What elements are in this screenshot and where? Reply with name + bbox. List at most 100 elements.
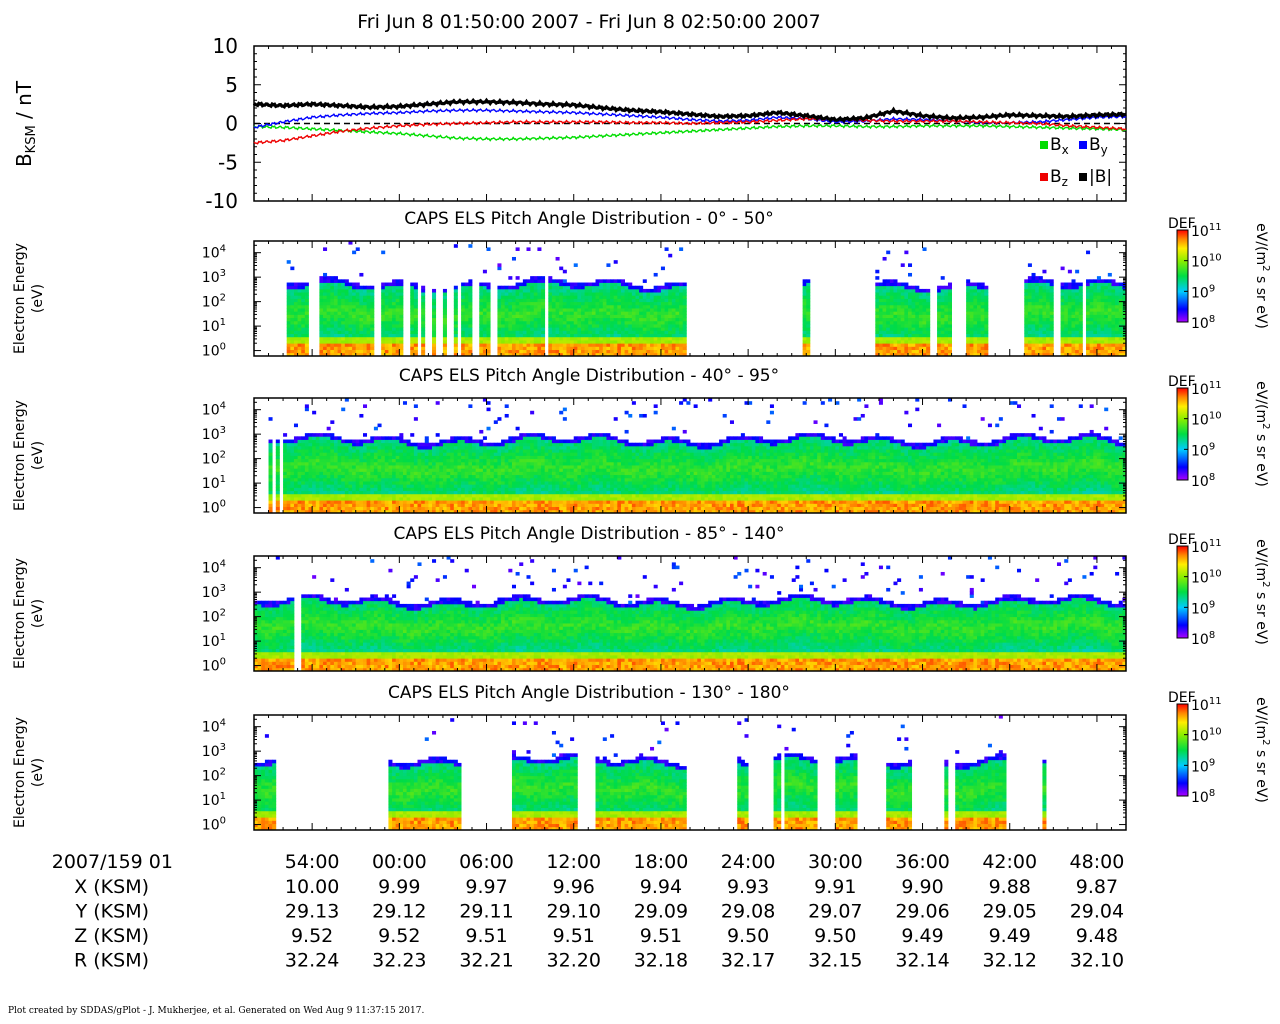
spectrogram-cell <box>453 500 458 504</box>
spectrogram-cell <box>620 311 625 315</box>
spectrogram-cell <box>301 295 306 299</box>
spectrogram-cell <box>581 314 586 319</box>
spectrogram-cell <box>501 317 506 322</box>
spectrogram-cell <box>977 320 982 325</box>
spectrogram-cell <box>326 471 331 476</box>
spectrogram-cell <box>802 311 807 315</box>
spectrogram-cell <box>286 452 291 456</box>
spectrogram-cell <box>904 295 909 299</box>
spectrogram-cell <box>348 455 353 460</box>
spectrogram-cell <box>442 474 447 479</box>
spectrogram-cell <box>293 423 298 428</box>
spectrogram-cell <box>664 320 669 325</box>
spectrogram-cell <box>889 285 894 290</box>
spectrogram-cell <box>1122 317 1127 322</box>
spectrogram-cell <box>366 311 371 315</box>
spectrogram-cell <box>286 465 291 469</box>
spectrogram-cell <box>286 298 291 303</box>
spectrogram-cell <box>980 330 985 335</box>
spectrogram-cell <box>348 343 353 347</box>
spectrogram-cell <box>388 449 393 453</box>
spectrogram-cell <box>377 468 382 472</box>
spectrogram-cell <box>432 324 437 328</box>
spectrogram-cell <box>428 477 433 482</box>
spectrogram-cell <box>326 487 331 492</box>
spectrogram-cell <box>624 314 629 319</box>
spectrogram-cell <box>559 314 564 319</box>
spectrogram-cell <box>446 506 451 511</box>
spectrogram-cell <box>650 308 655 312</box>
spectrogram-cell <box>468 279 473 283</box>
spectrogram-cell <box>591 340 596 344</box>
spectrogram-cell <box>886 352 891 357</box>
spectrogram-cell <box>290 490 295 495</box>
spectrogram-cell <box>522 320 527 325</box>
spectrogram-cell <box>333 509 338 514</box>
spectrogram-cell <box>304 436 309 440</box>
spectrogram-cell <box>453 487 458 492</box>
spectrogram-cell <box>1042 298 1047 303</box>
spectrogram-cell <box>370 439 375 444</box>
spectrogram-cell <box>323 433 328 437</box>
spectrogram-cell <box>1086 250 1091 255</box>
spectrogram-cell <box>620 343 625 347</box>
spectrogram-cell <box>566 301 571 306</box>
spectrogram-cell <box>1035 288 1040 293</box>
spectrogram-cell <box>548 336 553 341</box>
spectrogram-cell <box>315 436 320 440</box>
spectrogram-cell <box>533 343 538 347</box>
spectrogram-cell <box>388 455 393 460</box>
spectrogram-cell <box>1071 349 1076 354</box>
spectrogram-cell <box>439 445 444 450</box>
spectrogram-cell <box>497 301 502 306</box>
spectrogram-cell <box>682 336 687 341</box>
spectrogram-cell <box>1060 304 1065 309</box>
spectrogram-cell <box>413 465 418 469</box>
spectrogram-cell <box>628 346 633 351</box>
spectrogram-cell <box>319 298 324 303</box>
spectrogram-cell <box>969 320 974 325</box>
spectrogram-cell <box>657 336 662 341</box>
spectrogram-cell <box>424 493 429 498</box>
spectrogram-cell <box>319 317 324 322</box>
spectrogram-cell <box>290 266 295 271</box>
spectrogram-cell <box>501 333 506 338</box>
spectrogram-cell <box>384 477 389 482</box>
spectrogram-cell <box>421 477 426 482</box>
spectrogram-cell <box>373 493 378 498</box>
spectrogram-cell <box>410 474 415 479</box>
spectrogram-cell <box>384 343 389 347</box>
spectrogram-cell <box>1100 314 1105 319</box>
spectrogram-cell <box>432 330 437 335</box>
spectrogram-cell <box>606 317 611 322</box>
spectrogram-cell <box>319 503 324 508</box>
spectrogram-cell <box>1093 333 1098 338</box>
spectrogram-cell <box>464 282 469 287</box>
spectrogram-cell <box>908 352 913 357</box>
spectrogram-cell <box>1071 352 1076 357</box>
spectrogram-cell <box>893 340 898 344</box>
spectrogram-cell <box>620 279 625 283</box>
spectrogram-cell <box>352 452 357 456</box>
spectrogram-cell <box>1115 285 1120 290</box>
spectrogram-cell <box>439 452 444 456</box>
spectrogram-cell <box>326 349 331 354</box>
spectrogram-cell <box>453 468 458 472</box>
spectrogram-cell <box>333 301 338 306</box>
spectrogram-cell <box>428 497 433 501</box>
spectrogram-cell <box>352 314 357 319</box>
spectrogram-cell <box>355 474 360 479</box>
spectrogram-cell <box>875 269 880 274</box>
spectrogram-cell <box>388 493 393 498</box>
spectrogram-cell <box>664 340 669 344</box>
spectrogram-cell <box>675 295 680 299</box>
spectrogram-cell <box>286 327 291 331</box>
spectrogram-cell <box>1042 330 1047 335</box>
spectrogram-cell <box>450 493 455 498</box>
spectrogram-cell <box>366 330 371 335</box>
spectrogram-cell <box>591 336 596 341</box>
spectrogram-cell <box>1075 330 1080 335</box>
spectrogram-cell <box>384 436 389 440</box>
spectrogram-cell <box>323 471 328 476</box>
spectrogram-cell <box>519 317 524 322</box>
